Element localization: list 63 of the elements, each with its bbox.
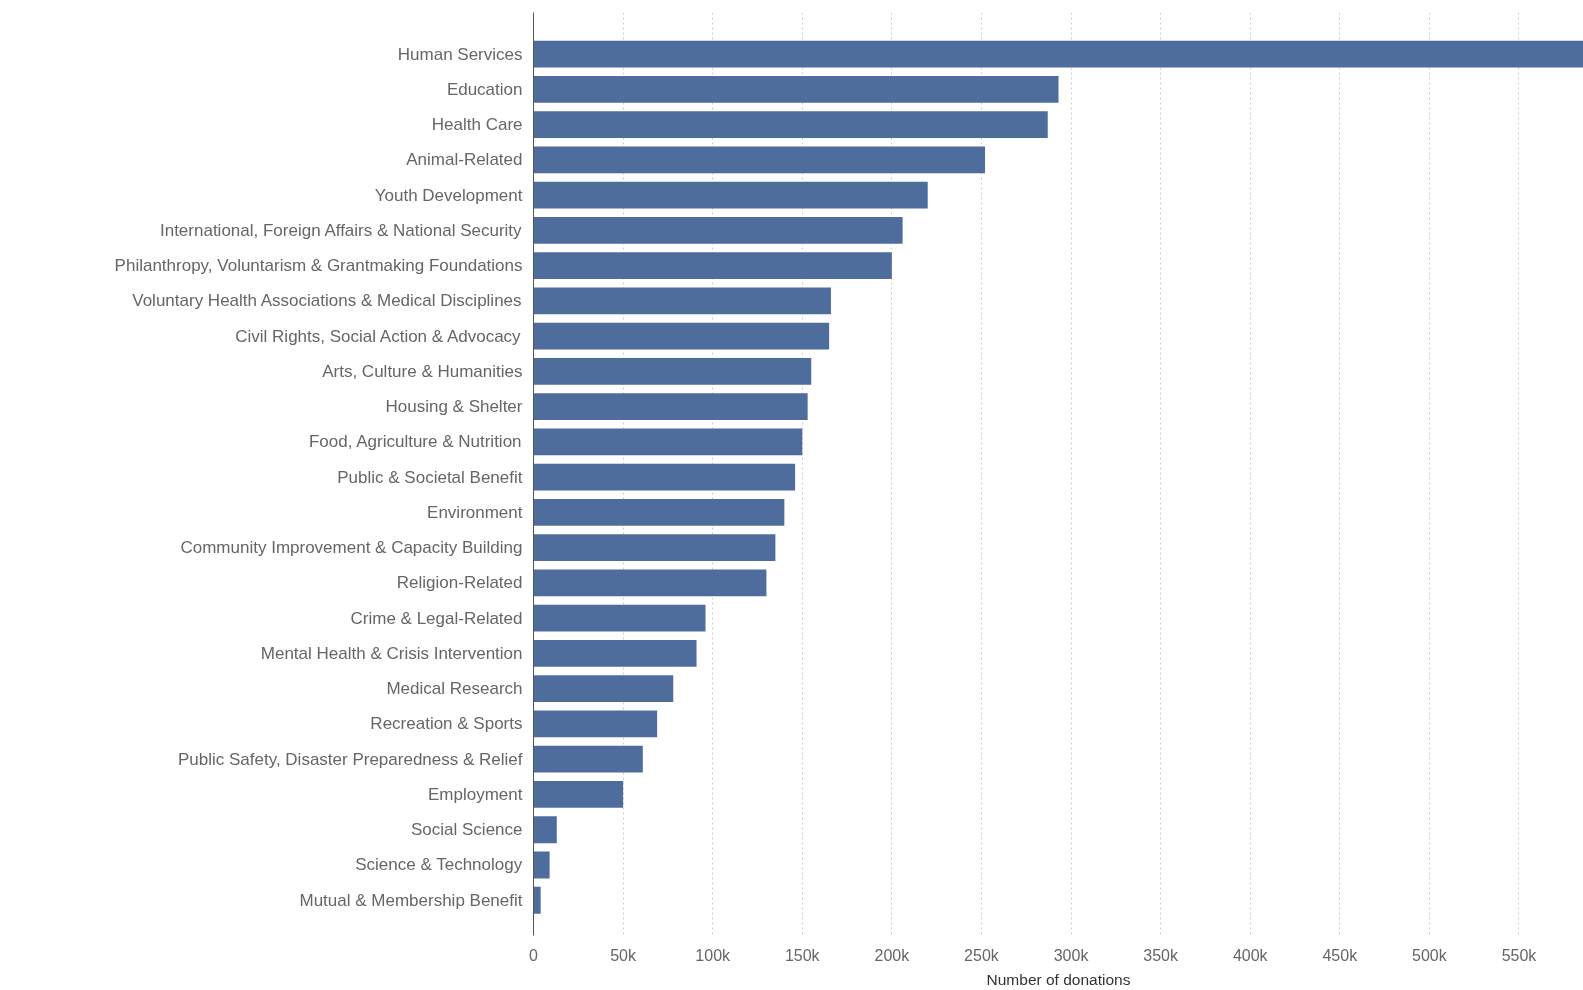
y-tick-label: Human Services: [397, 44, 523, 64]
bar: [533, 181, 928, 209]
y-tick-label: Recreation & Sports: [370, 714, 523, 734]
x-tick-label: 350k: [1143, 946, 1179, 964]
bar: [533, 675, 674, 703]
y-tick-label: Youth Development: [374, 185, 523, 205]
x-tick-label: 50k: [610, 946, 637, 964]
bar: [533, 745, 643, 773]
bar: [533, 499, 785, 526]
x-tick-label: 0: [529, 946, 539, 964]
y-tick-label: Public Safety, Disaster Preparedness & Relief: [177, 749, 523, 769]
bar: [533, 816, 557, 844]
y-tick-label: Health Care: [431, 115, 523, 135]
bar: [533, 710, 658, 738]
x-tick-label: 200k: [874, 946, 911, 964]
bar: [533, 428, 803, 456]
y-tick-label: Education: [446, 79, 523, 99]
bar: [533, 111, 1048, 139]
y-tick-label: Housing & Shelter: [385, 397, 523, 417]
bar: [533, 604, 706, 632]
y-tick-label: Crime & Legal-Related: [350, 608, 523, 628]
bar: [533, 393, 808, 421]
bar: [533, 146, 986, 174]
bar: [533, 322, 830, 350]
y-tick-label: Public & Societal Benefit: [337, 467, 523, 487]
y-tick-label: Religion-Related: [396, 573, 523, 593]
y-tick-label: Social Science: [411, 820, 523, 840]
y-tick-label: Mental Health & Crisis Intervention: [260, 643, 523, 663]
x-tick-label: 400k: [1232, 946, 1269, 964]
y-tick-label: Employment: [428, 784, 523, 804]
bar: [533, 287, 831, 315]
y-tick-label: Voluntary Health Associations & Medical Disciplines: [132, 291, 522, 311]
x-tick-label: 250k: [964, 946, 1000, 964]
x-tick-label: 500k: [1412, 946, 1448, 964]
y-tick-label: Food, Agriculture & Nutrition: [308, 432, 522, 452]
bar: [533, 463, 796, 491]
bar: [533, 75, 1059, 103]
y-tick-label: Animal-Related: [406, 150, 523, 170]
y-tick-label: Philanthropy, Voluntarism & Grantmaking Foundations: [114, 256, 523, 276]
bar: [533, 358, 812, 385]
y-tick-label: Medical Research: [386, 679, 523, 699]
x-tick-label: 450k: [1322, 946, 1359, 964]
bar: [533, 569, 767, 597]
bar: [533, 216, 903, 244]
x-tick-label: 550k: [1501, 946, 1538, 964]
y-tick-label: Civil Rights, Social Action & Advocacy: [235, 326, 522, 346]
y-tick-label: Arts, Culture & Humanities: [322, 361, 523, 381]
bar: [533, 886, 541, 914]
bar: [533, 40, 1583, 68]
x-tick-label: 300k: [1053, 946, 1090, 964]
y-tick-label: Environment: [427, 502, 523, 522]
bar: [533, 781, 624, 808]
bar: [533, 640, 697, 667]
bar: [533, 851, 550, 879]
bar: [533, 252, 892, 280]
y-tick-label: International, Foreign Affairs & National Security: [159, 220, 523, 240]
x-tick-label: 150k: [784, 946, 821, 964]
y-tick-label: Community Improvement & Capacity Building: [180, 538, 523, 558]
bar: [533, 534, 776, 562]
y-tick-label: Mutual & Membership Benefit: [299, 890, 523, 910]
x-tick-label: 100k: [695, 946, 732, 964]
x-axis-title: Number of donations: [986, 970, 1131, 988]
y-tick-label: Science & Technology: [355, 855, 523, 875]
